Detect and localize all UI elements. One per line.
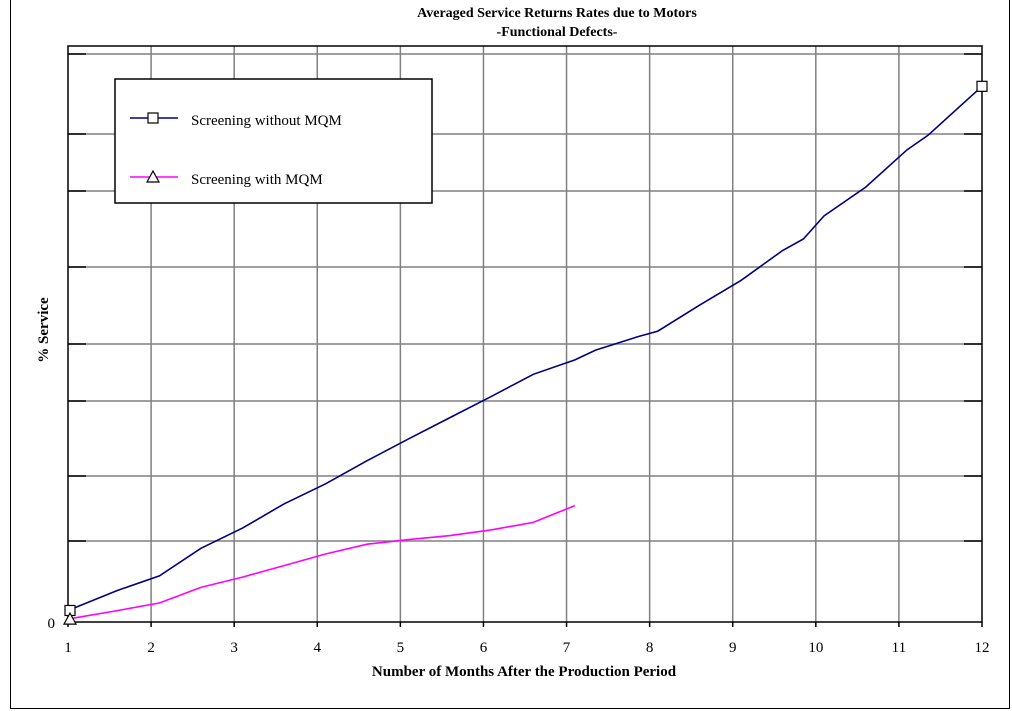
x-tick-label: 3 bbox=[230, 640, 238, 656]
data-point-triangle bbox=[62, 611, 78, 625]
x-tick-label: 10 bbox=[808, 640, 823, 656]
chart-subtitle: -Functional Defects- bbox=[497, 25, 618, 40]
x-tick-label: 7 bbox=[563, 640, 571, 656]
x-tick-label: 6 bbox=[480, 640, 488, 656]
y-axis-label: % Service bbox=[36, 297, 52, 363]
legend-box bbox=[114, 78, 433, 204]
data-point-square bbox=[976, 80, 988, 92]
legend: Screening without MQM Screening with MQM bbox=[114, 78, 433, 204]
tick-labels: 1 2 3 4 5 6 7 8 9 10 11 120 bbox=[48, 616, 990, 656]
legend-triangle-marker bbox=[145, 169, 161, 183]
x-tick-label: 1 bbox=[64, 640, 72, 656]
x-tick-label: 8 bbox=[646, 640, 654, 656]
legend-label-without-mqm: Screening without MQM bbox=[191, 113, 342, 129]
series-line-without-mqm bbox=[67, 85, 983, 612]
x-tick-label: 11 bbox=[892, 640, 906, 656]
legend-square-marker bbox=[147, 112, 159, 124]
x-tick-label: 5 bbox=[397, 640, 405, 656]
x-tick-label: 2 bbox=[147, 640, 155, 656]
y-tick-label: 0 bbox=[48, 616, 56, 632]
series-line-with-mqm bbox=[67, 504, 576, 620]
x-axis-label: Number of Months After the Production Pe… bbox=[372, 664, 677, 680]
x-tick-label: 9 bbox=[729, 640, 737, 656]
series-layer bbox=[62, 80, 988, 625]
legend-label-with-mqm: Screening with MQM bbox=[191, 172, 323, 188]
plot-area bbox=[67, 45, 983, 623]
x-tick-label: 12 bbox=[975, 640, 990, 656]
chart-title: Averaged Service Returns Rates due to Mo… bbox=[417, 6, 697, 21]
x-tick-label: 4 bbox=[314, 640, 322, 656]
